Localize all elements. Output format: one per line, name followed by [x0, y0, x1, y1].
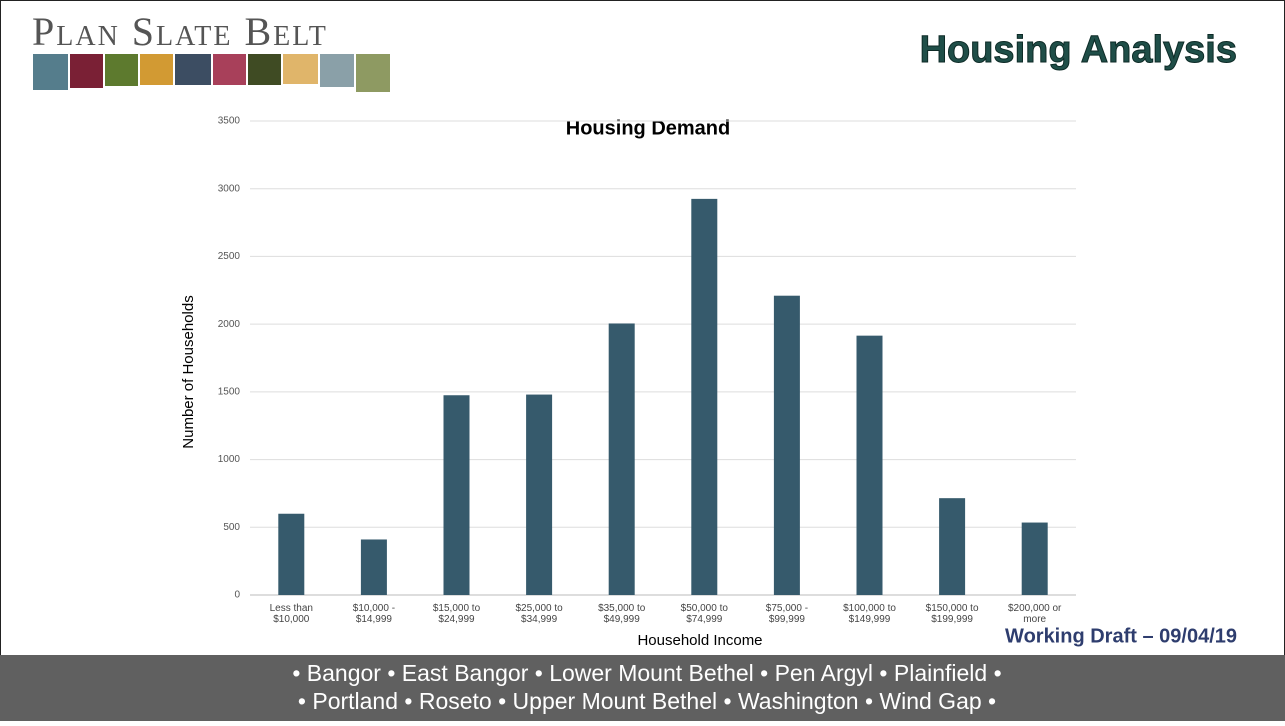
logo-block [356, 54, 390, 92]
x-tick-label: $35,000 to $49,999 [598, 603, 646, 625]
bar [773, 295, 800, 595]
y-tick-label: 3500 [218, 116, 241, 127]
logo-block [213, 54, 246, 85]
bar [1021, 522, 1048, 595]
x-tick-label: $75,000 -$99,999 [766, 603, 808, 625]
logo-text: Plan Slate Belt [32, 9, 328, 54]
y-tick-label: 2000 [218, 319, 241, 330]
bar [278, 513, 305, 595]
bar [939, 498, 966, 595]
x-tick-label: $10,000 -$14,999 [353, 603, 395, 625]
footer-band [0, 655, 1285, 721]
x-axis-label: Household Income [637, 632, 762, 649]
logo-block [175, 54, 211, 85]
logo-block [70, 54, 103, 88]
x-tick-label: $150,000 to $199,999 [926, 603, 979, 625]
x-tick-label: $50,000 to $74,999 [681, 603, 729, 625]
chart-title: Housing Demand [566, 117, 730, 139]
y-tick-label: 3000 [218, 183, 241, 194]
logo-block [105, 54, 138, 86]
logo: Plan Slate Belt [32, 9, 390, 92]
y-tick-label: 1000 [218, 454, 241, 465]
bar [856, 335, 883, 595]
y-tick-label: 0 [234, 590, 240, 601]
bar [608, 323, 635, 595]
bar [691, 198, 718, 595]
y-tick-label: 1500 [218, 386, 241, 397]
footer-line: • Bangor • East Bangor • Lower Mount Bet… [292, 660, 1001, 686]
x-tick-label: $200,000 or more [1008, 603, 1062, 625]
bar [360, 539, 387, 595]
logo-block [33, 54, 68, 90]
logo-block [140, 54, 173, 85]
footer-line: • Portland • Roseto • Upper Mount Bethel… [298, 688, 996, 714]
y-axis-label: Number of Households [180, 295, 197, 448]
logo-block [248, 54, 281, 85]
y-tick-label: 500 [223, 522, 240, 533]
logo-block [283, 54, 318, 84]
x-tick-label: $25,000 to $34,999 [515, 603, 563, 625]
x-tick-label: $15,000 to $24,999 [433, 603, 481, 625]
x-tick-label: $100,000 to $149,999 [843, 603, 896, 625]
heading: Housing Analysis [920, 29, 1237, 71]
bar [526, 394, 553, 595]
draft-label: Working Draft – 09/04/19 [1005, 625, 1237, 647]
y-tick-label: 2500 [218, 251, 241, 262]
bar [443, 395, 470, 595]
x-tick-label: Less than $10,000 [270, 603, 313, 625]
logo-block [320, 54, 354, 87]
